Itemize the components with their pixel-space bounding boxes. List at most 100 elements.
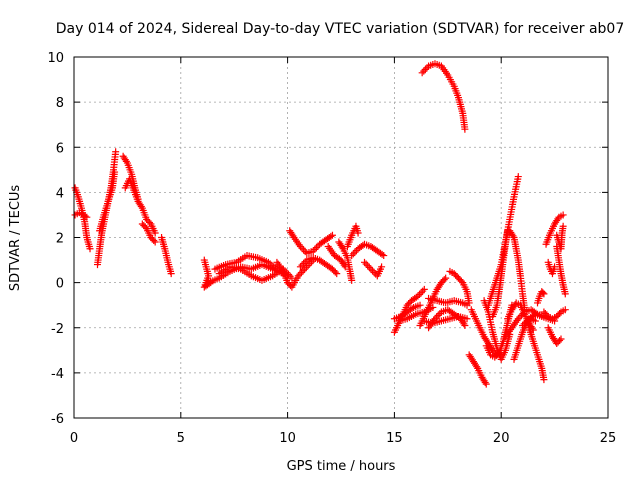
data-point xyxy=(296,243,304,251)
data-point xyxy=(559,211,567,219)
data-point xyxy=(122,157,130,165)
data-point xyxy=(559,222,567,230)
data-point xyxy=(311,245,319,253)
data-point xyxy=(299,267,307,275)
y-tick-label: 6 xyxy=(56,141,64,156)
series-arc43 xyxy=(544,324,565,348)
data-point xyxy=(433,313,441,321)
data-point xyxy=(520,320,528,328)
series-arc6 xyxy=(121,175,159,237)
data-point xyxy=(331,268,339,276)
series-arc45 xyxy=(542,211,567,248)
data-point xyxy=(151,238,159,246)
data-point xyxy=(465,299,473,307)
data-point xyxy=(482,380,490,388)
data-point xyxy=(111,168,119,176)
data-point xyxy=(86,245,94,253)
data-point xyxy=(333,270,341,278)
y-tick-label: 2 xyxy=(56,232,64,247)
series-arc7 xyxy=(138,220,159,246)
data-point xyxy=(167,270,175,278)
series-arc9 xyxy=(200,256,215,291)
data-point xyxy=(349,250,357,258)
data-point xyxy=(294,272,302,280)
data-point xyxy=(434,311,442,319)
data-point xyxy=(378,263,386,271)
data-point xyxy=(296,270,304,278)
data-point xyxy=(460,320,468,328)
data-point xyxy=(380,252,388,260)
y-tick-label: 4 xyxy=(56,186,64,201)
data-point xyxy=(436,310,444,318)
data-point xyxy=(509,232,517,240)
y-tick-label: -6 xyxy=(51,412,64,427)
y-tick-label: 8 xyxy=(56,96,64,111)
data-point xyxy=(519,321,527,329)
data-point xyxy=(481,378,489,386)
data-point xyxy=(327,232,335,240)
data-point xyxy=(364,262,372,270)
data-point xyxy=(461,321,469,329)
data-point xyxy=(408,305,416,313)
data-point xyxy=(431,315,439,323)
series-arc15 xyxy=(296,254,341,278)
data-point xyxy=(420,285,428,293)
series-arc44 xyxy=(534,288,548,307)
data-point xyxy=(370,268,378,276)
data-point xyxy=(417,289,425,297)
data-point xyxy=(420,67,428,75)
data-point xyxy=(414,292,422,300)
data-point xyxy=(421,65,429,73)
y-tick-label: 0 xyxy=(56,277,64,292)
series-arc14 xyxy=(286,227,336,257)
data-point xyxy=(297,268,305,276)
data-point xyxy=(301,248,309,256)
x-axis-label: GPS time / hours xyxy=(287,459,396,474)
grid-lines xyxy=(74,57,608,418)
data-point xyxy=(112,148,120,156)
series-arc29 xyxy=(446,267,473,307)
series-arc36 xyxy=(506,227,529,314)
series-arc8 xyxy=(158,234,175,278)
data-point xyxy=(367,265,375,273)
x-tick-label: 10 xyxy=(279,431,296,446)
series-arc26 xyxy=(425,294,471,309)
data-point xyxy=(516,313,524,321)
series-arc16 xyxy=(324,243,349,271)
data-point xyxy=(543,311,551,319)
series-arc48 xyxy=(553,243,569,298)
data-point xyxy=(442,274,450,282)
data-point xyxy=(457,277,465,285)
x-tick-labels: 0 5 10 15 20 25 xyxy=(70,431,616,446)
series-arc20 xyxy=(360,258,386,280)
data-points xyxy=(71,60,569,388)
data-point xyxy=(539,289,547,297)
data-point xyxy=(473,363,481,371)
data-point xyxy=(354,229,362,237)
y-axis-label: SDTVAR / TECUs xyxy=(8,185,23,292)
data-point xyxy=(328,231,336,239)
data-point xyxy=(298,261,306,269)
data-point xyxy=(348,276,356,284)
data-point xyxy=(83,213,91,221)
data-point xyxy=(517,311,525,319)
series-arc42 xyxy=(540,306,569,323)
data-point xyxy=(301,258,309,266)
data-point xyxy=(300,259,308,267)
series-arc18 xyxy=(343,222,362,251)
data-point xyxy=(362,260,370,268)
y-tick-labels: -6 -4 -2 0 2 4 6 8 10 xyxy=(47,51,64,427)
x-tick-label: 15 xyxy=(386,431,403,446)
data-point xyxy=(440,276,448,284)
chart-title: Day 014 of 2024, Sidereal Day-to-day VTE… xyxy=(56,21,625,37)
series-arc46 xyxy=(544,258,559,278)
y-tick-label: -2 xyxy=(51,322,64,337)
series-arc19 xyxy=(348,240,388,260)
data-point xyxy=(519,310,527,318)
series-arc30 xyxy=(465,351,490,388)
x-tick-label: 20 xyxy=(493,431,510,446)
series-arc35 xyxy=(484,173,522,309)
data-point xyxy=(556,309,564,317)
data-point xyxy=(298,244,306,252)
